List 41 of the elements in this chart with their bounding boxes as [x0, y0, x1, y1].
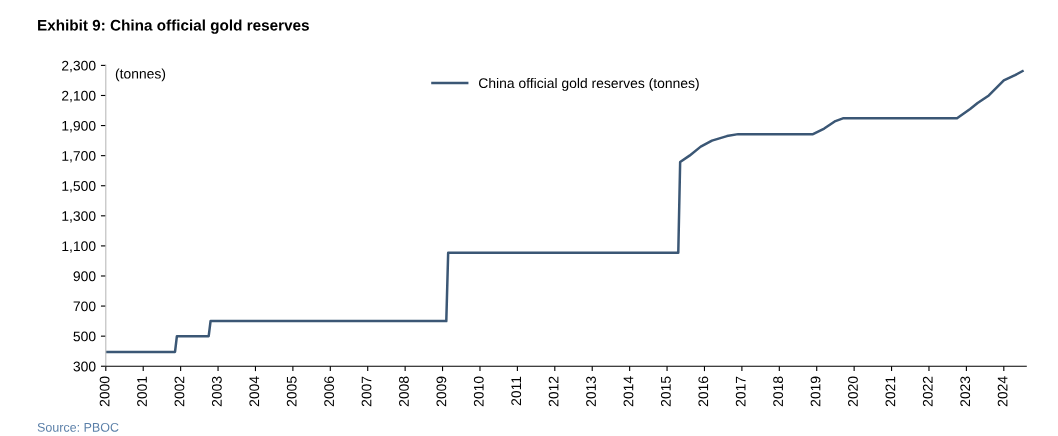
x-tick-label: 2007: [361, 376, 372, 407]
x-tick-label: 2009: [436, 376, 447, 407]
x-tick-label: 2022: [922, 376, 933, 407]
x-tick-label: 2013: [586, 376, 596, 407]
legend-label: China official gold reserves (tonnes): [479, 77, 699, 91]
x-tick-label: 2000: [99, 376, 110, 407]
x-tick-label: 2017: [735, 376, 746, 407]
x-tick-label: 2023: [960, 376, 971, 407]
chart-title: Exhibit 9: China official gold reserves: [38, 19, 309, 34]
x-tick-label: 2011: [511, 376, 522, 406]
x-tick-label: 2002: [174, 376, 185, 407]
x-tick-label: 2001: [137, 376, 147, 407]
annotation: (tonnes): [115, 68, 166, 82]
y-tick-label: 1,300: [62, 211, 96, 223]
y-tick-label: 1,700: [62, 150, 96, 163]
x-tick-label: 2006: [324, 376, 335, 407]
x-tick-label: 2010: [473, 376, 484, 407]
y-tick-label: 1,900: [62, 120, 96, 133]
y-tick-label: 2,100: [62, 90, 96, 103]
y-tick-label: 500: [73, 331, 96, 342]
x-tick-label: 2016: [698, 376, 709, 407]
y-tick-label: 900: [73, 271, 96, 282]
y-tick-label: 2,300: [62, 60, 96, 73]
x-tick-label: 2004: [249, 376, 260, 407]
x-tick-label: 2012: [548, 376, 559, 407]
x-tick-label: 2021: [885, 376, 896, 407]
y-tick-label: 700: [73, 301, 96, 312]
x-tick-label: 2019: [810, 376, 821, 407]
x-tick-label: 2008: [399, 376, 409, 407]
x-tick-label: 2020: [848, 376, 858, 407]
y-tick-label: 1,500: [62, 181, 96, 193]
line-series: [105, 69, 1024, 354]
x-tick-label: 2024: [997, 376, 1008, 407]
source-note: Source: PBOC: [37, 422, 119, 432]
y-tick-label: 300: [73, 361, 96, 372]
x-tick-label: 2018: [773, 376, 784, 407]
x-tick-label: 2005: [286, 376, 297, 407]
x-tick-label: 2003: [211, 376, 222, 407]
x-tick-label: 2015: [660, 376, 671, 407]
y-tick-label: 1,100: [62, 241, 96, 253]
x-tick-label: 2014: [623, 376, 634, 407]
